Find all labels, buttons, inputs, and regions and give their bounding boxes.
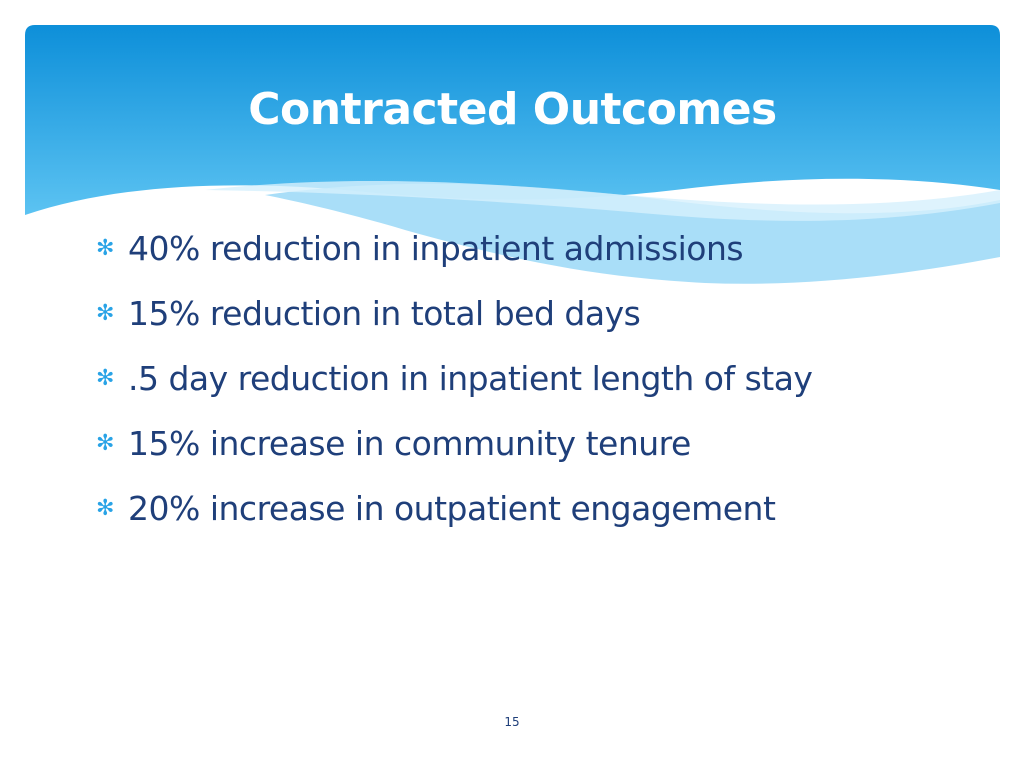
list-item: ✻ 15% increase in community tenure (96, 417, 896, 470)
asterisk-bullet-icon: ✻ (96, 236, 114, 261)
list-item-text: 15% increase in community tenure (128, 424, 691, 463)
header-wave-graphic (25, 25, 1000, 284)
list-item: ✻ 20% increase in outpatient engagement (96, 482, 896, 535)
list-item: ✻ 40% reduction in inpatient admissions (96, 222, 896, 275)
asterisk-bullet-icon: ✻ (96, 431, 114, 456)
header-band (25, 25, 1000, 285)
list-item: ✻ 15% reduction in total bed days (96, 287, 896, 340)
page-number: 15 (504, 715, 520, 729)
list-item-text: 15% reduction in total bed days (128, 294, 641, 333)
asterisk-bullet-icon: ✻ (96, 366, 114, 391)
asterisk-bullet-icon: ✻ (96, 496, 114, 521)
list-item-text: .5 day reduction in inpatient length of … (128, 359, 813, 398)
slide-title: Contracted Outcomes (248, 84, 777, 135)
list-item: ✻ .5 day reduction in inpatient length o… (96, 352, 896, 405)
list-item-text: 40% reduction in inpatient admissions (128, 229, 744, 268)
asterisk-bullet-icon: ✻ (96, 301, 114, 326)
list-item-text: 20% increase in outpatient engagement (128, 489, 776, 528)
bullet-list: ✻ 40% reduction in inpatient admissions … (96, 222, 896, 547)
